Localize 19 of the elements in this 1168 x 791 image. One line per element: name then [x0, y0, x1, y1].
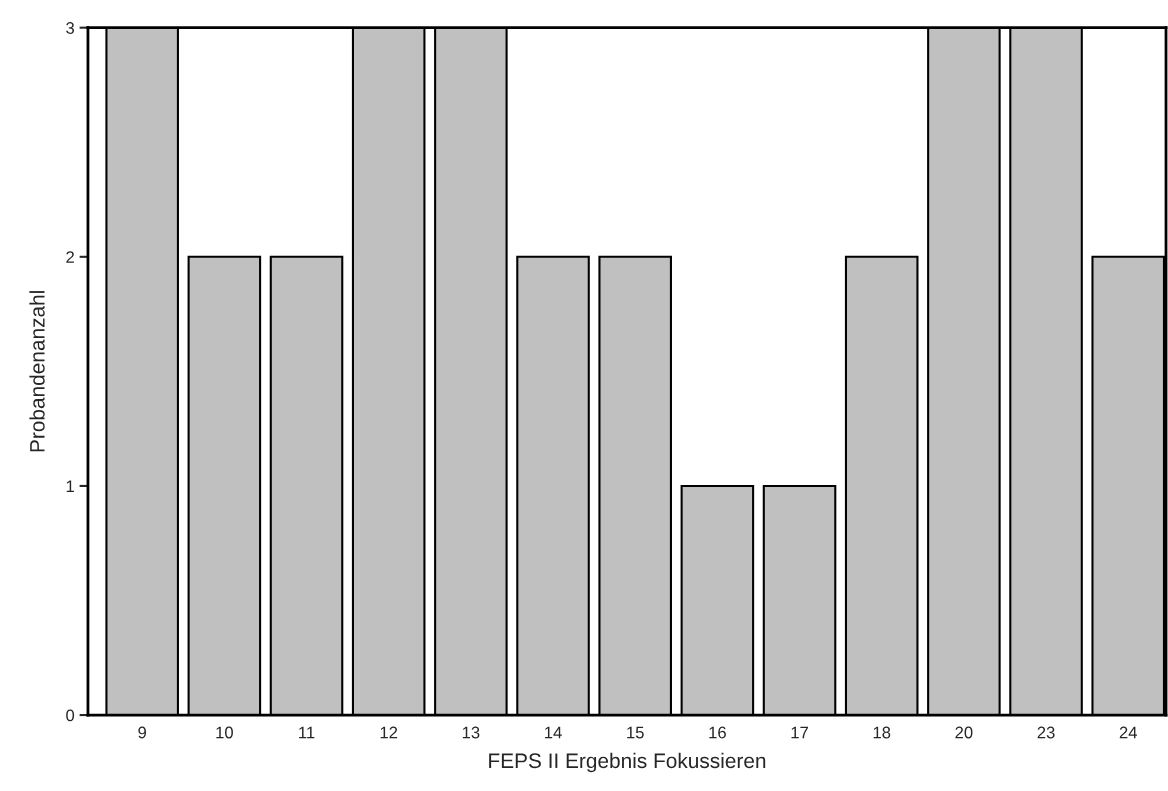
x-tick-label: 9 — [138, 726, 147, 739]
x-tick-label: 18 — [873, 726, 891, 739]
x-tick-label: 14 — [545, 726, 562, 739]
x-tick-label: 17 — [791, 726, 808, 739]
x-tick-label: 16 — [709, 726, 726, 739]
x-tick-label: 12 — [380, 726, 398, 739]
x-axis-title: FEPS II Ergebnis Fokussieren — [489, 752, 766, 773]
x-tick-label: 24 — [1119, 726, 1137, 739]
x-tick-label: 15 — [627, 726, 644, 739]
x-tick-label: 10 — [216, 726, 233, 739]
x-tick-label: 13 — [462, 726, 480, 739]
y-tick-label: 1 — [66, 480, 74, 492]
x-tick-label: 20 — [955, 726, 973, 739]
y-axis-title: Probandenanzahl — [29, 291, 45, 452]
x-tick-label: 11 — [299, 726, 315, 739]
x-tick-label: 23 — [1037, 726, 1055, 739]
y-tick-label: 3 — [66, 22, 75, 34]
y-tick-label: 0 — [66, 709, 75, 722]
y-tick-label: 2 — [66, 251, 74, 263]
